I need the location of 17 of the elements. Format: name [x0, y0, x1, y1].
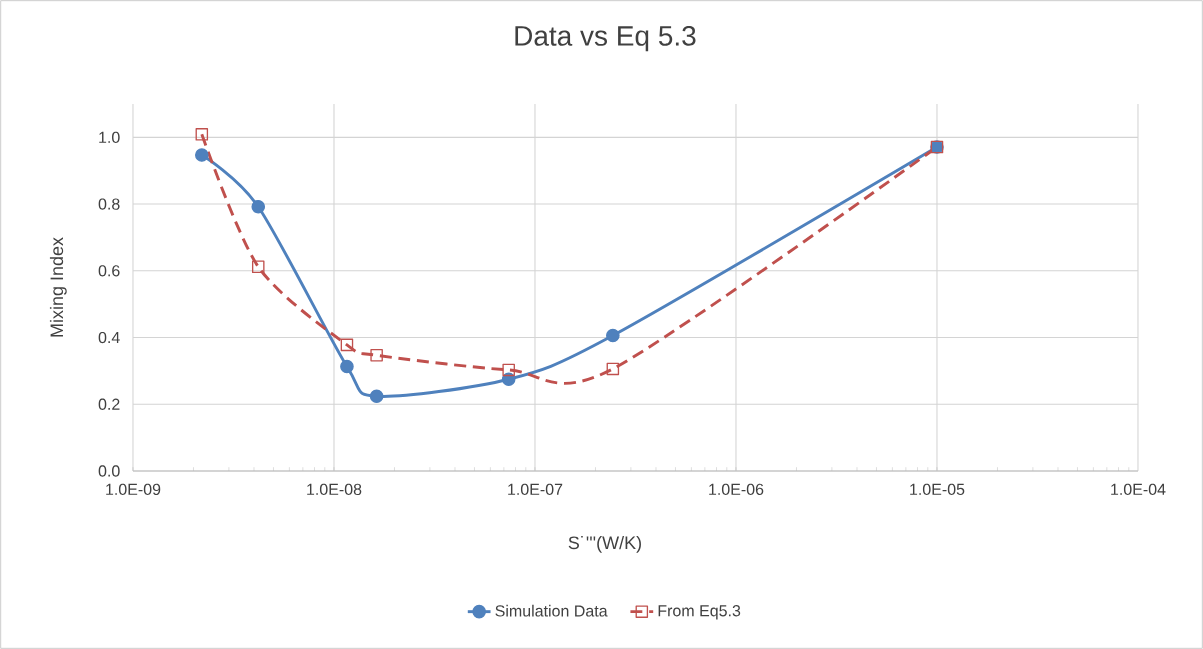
y-axis-title: Mixing Index	[49, 237, 67, 337]
x-tick-label: 1.0E-08	[307, 483, 362, 496]
y-tick-label: 0.0	[98, 465, 120, 477]
x-tick-label: 1.0E-09	[106, 483, 161, 496]
y-tick-label: 0.2	[98, 398, 120, 410]
x-tick-label: 1.0E-05	[910, 483, 965, 496]
x-axis-title: S˙'''(W/K)	[568, 535, 641, 553]
y-tick-label: 1.0	[99, 131, 120, 144]
x-tick-label: 1.0E-06	[709, 483, 764, 496]
legend-label: Simulation Data	[495, 604, 608, 617]
x-tick-label: 1.0E-07	[508, 483, 563, 496]
x-tick-label: 1.0E-04	[1111, 483, 1166, 496]
legend-label: From Eq5.3	[658, 605, 741, 620]
y-tick-label: 0.6	[98, 265, 120, 277]
chart-title: Data vs Eq 5.3	[515, 25, 696, 52]
y-tick-label: 0.4	[98, 331, 120, 344]
y-tick-label: 0.8	[98, 198, 120, 210]
